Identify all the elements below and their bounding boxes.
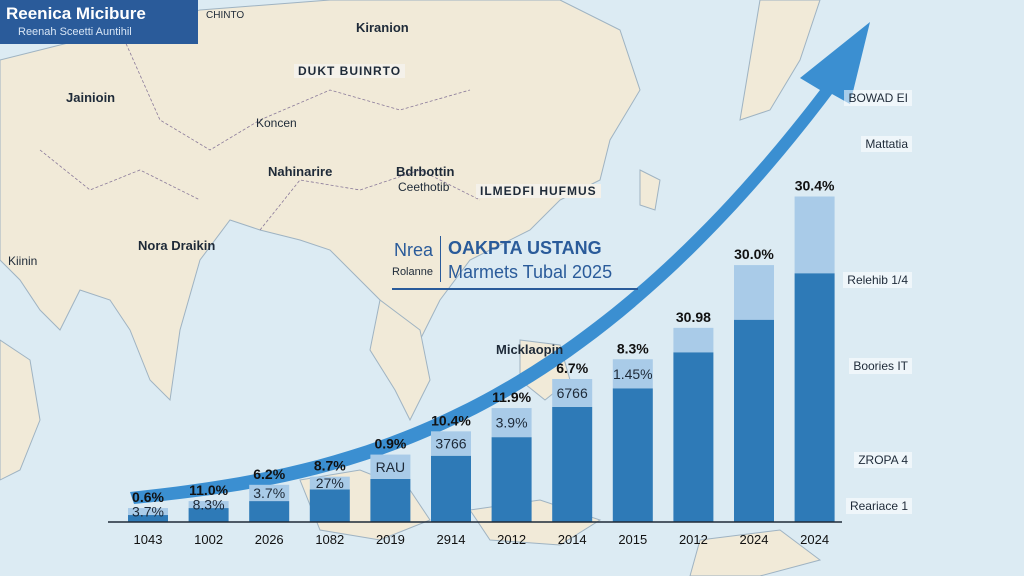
- x-tick-label-9: 2015: [618, 532, 647, 547]
- map-label-kiranion: Kiranion: [356, 20, 409, 35]
- inner-label-4: 27%: [316, 475, 344, 491]
- x-tick-label-10: 2012: [679, 532, 708, 547]
- chart-headline: Nrea Rolanne OAKPTA USTANG Marmets Tubal…: [392, 232, 638, 290]
- x-tick-label-1: 1043: [134, 532, 163, 547]
- inner-label-8: 6766: [557, 385, 588, 401]
- inner-label-7: 3.9%: [496, 415, 528, 431]
- bar-11-top: [734, 265, 774, 320]
- x-tick-label-2: 1002: [194, 532, 223, 547]
- x-tick-label-8: 2014: [558, 532, 587, 547]
- value-label-8: 6.7%: [556, 360, 588, 376]
- bars-layer: [128, 196, 835, 522]
- x-tick-label-3: 2026: [255, 532, 284, 547]
- mainland-landmass: [0, 0, 641, 402]
- headline-prefix-bottom: Rolanne: [392, 266, 433, 278]
- map-label-nora-draikin: Nora Draikin: [138, 238, 216, 253]
- bar-9-body: [612, 388, 653, 522]
- bar-9-top: [612, 359, 653, 389]
- side-label-3: Relehib 1/4: [843, 272, 912, 288]
- bar-5-body: [370, 478, 411, 522]
- headline-prefix-top: Nrea: [394, 240, 434, 260]
- x-tick-label-4: 1082: [315, 532, 344, 547]
- map-banner-middle: ILMEDFI HUFMUS: [476, 184, 601, 198]
- value-label-4: 8.7%: [314, 458, 346, 474]
- bar-8-top: [552, 379, 593, 407]
- bar-3-body: [249, 501, 290, 522]
- bar-6-top: [431, 431, 471, 456]
- value-label-11: 30.0%: [734, 246, 774, 262]
- value-label-2: 11.0%: [189, 482, 228, 498]
- value-label-7: 11.9%: [492, 389, 531, 405]
- bar-4-body: [309, 489, 350, 522]
- chart-subtitle: Marmets Tubal 2025: [448, 262, 613, 282]
- bar-10-body: [673, 352, 714, 522]
- inner-label-6: 3766: [435, 436, 466, 452]
- side-label-2: Mattatia: [861, 136, 912, 152]
- bar-1-body: [128, 515, 168, 522]
- map-label-micklaopin: Micklaopin: [496, 342, 564, 357]
- inner-label-2: 8.3%: [193, 497, 225, 513]
- side-label-1: BOWAD EI: [844, 90, 912, 106]
- chart-title: OAKPTA USTANG: [448, 238, 602, 258]
- value-label-1: 0.6%: [132, 489, 164, 505]
- western-landmass: [0, 339, 41, 481]
- side-label-5: ZROPA 4: [854, 452, 912, 468]
- inner-label-1: 3.7%: [132, 504, 164, 520]
- headline-divider: [440, 236, 441, 282]
- side-label-6: Reariace 1: [845, 498, 912, 514]
- x-tick-label-6: 2914: [437, 532, 466, 547]
- bar-1-top: [128, 508, 168, 516]
- badge-title: Reenica Micibure: [6, 4, 146, 23]
- bar-3-top: [249, 484, 290, 502]
- map-label-jainioin: Jainioin: [66, 90, 116, 105]
- map-banner-top: DUKT BUINRTO: [294, 64, 406, 78]
- value-label-10: 30.98: [676, 309, 711, 325]
- bar-5-top: [370, 454, 411, 479]
- bar-10-top: [673, 327, 714, 353]
- bar-2-body: [188, 508, 229, 522]
- bar-7-body: [491, 437, 532, 522]
- value-label-12: 30.4%: [795, 178, 835, 194]
- border-line: [259, 169, 481, 231]
- bar-4-top: [309, 476, 350, 490]
- x-tick-label-7: 2012: [497, 532, 526, 547]
- x-tick-label-11: 2024: [740, 532, 769, 547]
- bar-12-top: [794, 196, 835, 274]
- map-label-ceethotib: Ceethotib: [398, 180, 450, 194]
- inner-label-3: 3.7%: [253, 485, 285, 501]
- side-label-4: Boories IT: [849, 358, 912, 374]
- badge-subtitle: Reenah Sceetti Auntihil: [18, 26, 132, 38]
- bar-2-top: [188, 501, 229, 509]
- x-tick-label-12: 2024: [800, 532, 829, 547]
- bar-11-body: [734, 319, 774, 522]
- border-line: [119, 29, 471, 151]
- value-label-6: 10.4%: [431, 412, 471, 428]
- bar-8-body: [552, 406, 593, 522]
- peninsula-landmass: [369, 299, 431, 422]
- map-borders: [39, 29, 481, 231]
- inner-label-9: 1.45%: [613, 366, 653, 382]
- x-tick-label-5: 2019: [376, 532, 405, 547]
- value-label-3: 6.2%: [253, 466, 285, 482]
- bar-7-top: [491, 408, 532, 438]
- border-line: [39, 149, 201, 201]
- value-label-5: 0.9%: [374, 436, 406, 452]
- inner-label-5: RAU: [376, 459, 406, 475]
- map-label-kiinin: Kiinin: [8, 254, 38, 268]
- value-label-9: 8.3%: [617, 340, 649, 356]
- title-badge: Reenica Micibure Reenah Sceetti Auntihil: [0, 0, 198, 44]
- map-label-chinto: CHINTO: [206, 10, 245, 21]
- map-label-bdrbottin: Bdrbottin: [396, 164, 455, 179]
- bar-12-body: [794, 273, 835, 522]
- labels-layer: 0.6%3.7%104311.0%8.3%10026.2%3.7%20268.7…: [132, 178, 835, 548]
- map-label-koncen: Koncen: [256, 116, 297, 130]
- bar-6-body: [431, 455, 471, 522]
- map-label-nahinarire: Nahinarire: [268, 164, 333, 179]
